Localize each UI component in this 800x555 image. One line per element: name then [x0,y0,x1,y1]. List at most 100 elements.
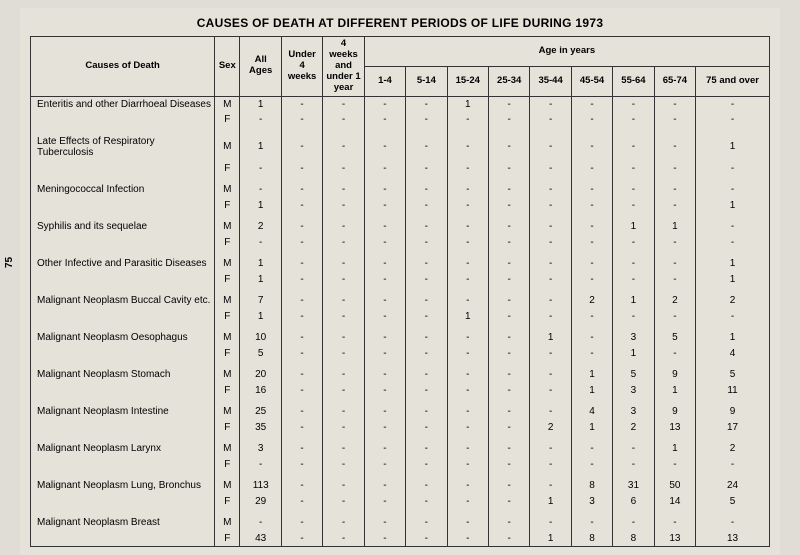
value-cell: - [364,367,405,383]
value-cell: - [323,441,364,457]
sex-cell: F [215,161,240,177]
value-cell: - [364,441,405,457]
value-cell: 9 [654,404,695,420]
sex-cell: M [215,367,240,383]
value-cell: - [447,112,488,128]
value-cell: - [447,198,488,214]
value-cell: 13 [654,531,695,547]
value-cell: - [240,161,281,177]
value-cell: - [571,112,612,128]
value-cell: - [281,494,322,510]
value-cell: - [488,134,529,161]
col-age-span: Age in years [364,37,769,67]
sex-cell: M [215,404,240,420]
value-cell: 29 [240,494,281,510]
value-cell: - [406,112,447,128]
value-cell: 5 [696,494,770,510]
col-4w-1y: 4 weeks and under 1 year [323,37,364,97]
value-cell: 113 [240,478,281,494]
value-cell: - [696,112,770,128]
table-row: Enteritis and other Diarrhoeal DiseasesM… [31,96,770,112]
value-cell: 3 [571,494,612,510]
value-cell: - [696,161,770,177]
value-cell: 1 [654,383,695,399]
cause-cell: Enteritis and other Diarrhoeal Diseases [31,96,215,112]
value-cell: 2 [571,293,612,309]
value-cell: - [323,309,364,325]
value-cell: - [364,404,405,420]
value-cell: - [364,309,405,325]
value-cell: - [406,478,447,494]
table-row: Other Infective and Parasitic DiseasesM1… [31,256,770,272]
value-cell: 1 [696,272,770,288]
sex-cell: F [215,457,240,473]
value-cell: - [488,515,529,531]
cause-cell: Syphilis and its sequelae [31,219,215,235]
value-cell: - [323,134,364,161]
value-cell: 14 [654,494,695,510]
value-cell: 9 [654,367,695,383]
value-cell: 1 [530,494,571,510]
table-body: Enteritis and other Diarrhoeal Diseases M… [31,96,770,547]
value-cell: - [488,198,529,214]
value-cell: - [696,309,770,325]
col-1-4: 1-4 [364,66,405,96]
value-cell: 2 [530,420,571,436]
table-row: F1----------1 [31,272,770,288]
value-cell: - [406,309,447,325]
value-cell: - [696,515,770,531]
value-cell: - [447,182,488,198]
value-cell: - [571,96,612,112]
value-cell: 1 [447,96,488,112]
table-row: F29------136145 [31,494,770,510]
value-cell: - [571,330,612,346]
value-cell: - [281,256,322,272]
value-cell: 2 [613,420,654,436]
value-cell: - [406,367,447,383]
value-cell: - [323,272,364,288]
value-cell: - [530,272,571,288]
value-cell: - [447,235,488,251]
value-cell: - [530,478,571,494]
value-cell: - [281,161,322,177]
value-cell: 11 [696,383,770,399]
sex-cell: M [215,293,240,309]
value-cell: - [654,457,695,473]
value-cell: - [488,494,529,510]
value-cell: 17 [696,420,770,436]
value-cell: - [613,96,654,112]
cause-cell [31,272,215,288]
value-cell: - [281,515,322,531]
value-cell: - [488,404,529,420]
value-cell: 50 [654,478,695,494]
value-cell: - [364,134,405,161]
value-cell: 5 [696,367,770,383]
value-cell: 13 [654,420,695,436]
value-cell: - [447,404,488,420]
value-cell: 4 [696,346,770,362]
value-cell: - [406,531,447,547]
value-cell: - [447,330,488,346]
col-25-34: 25-34 [488,66,529,96]
value-cell: - [281,293,322,309]
value-cell: - [530,441,571,457]
value-cell: - [488,420,529,436]
value-cell: - [530,96,571,112]
value-cell: - [364,235,405,251]
value-cell: - [281,420,322,436]
value-cell: - [447,272,488,288]
value-cell: - [281,441,322,457]
cause-cell [31,235,215,251]
value-cell: - [281,457,322,473]
value-cell: - [654,112,695,128]
value-cell: - [281,96,322,112]
value-cell: - [447,457,488,473]
value-cell: 2 [654,293,695,309]
value-cell: - [323,256,364,272]
table-row: F1----1------ [31,309,770,325]
sex-cell: F [215,346,240,362]
sex-cell: M [215,478,240,494]
cause-cell [31,494,215,510]
table-row: F------------ [31,112,770,128]
value-cell: - [571,134,612,161]
